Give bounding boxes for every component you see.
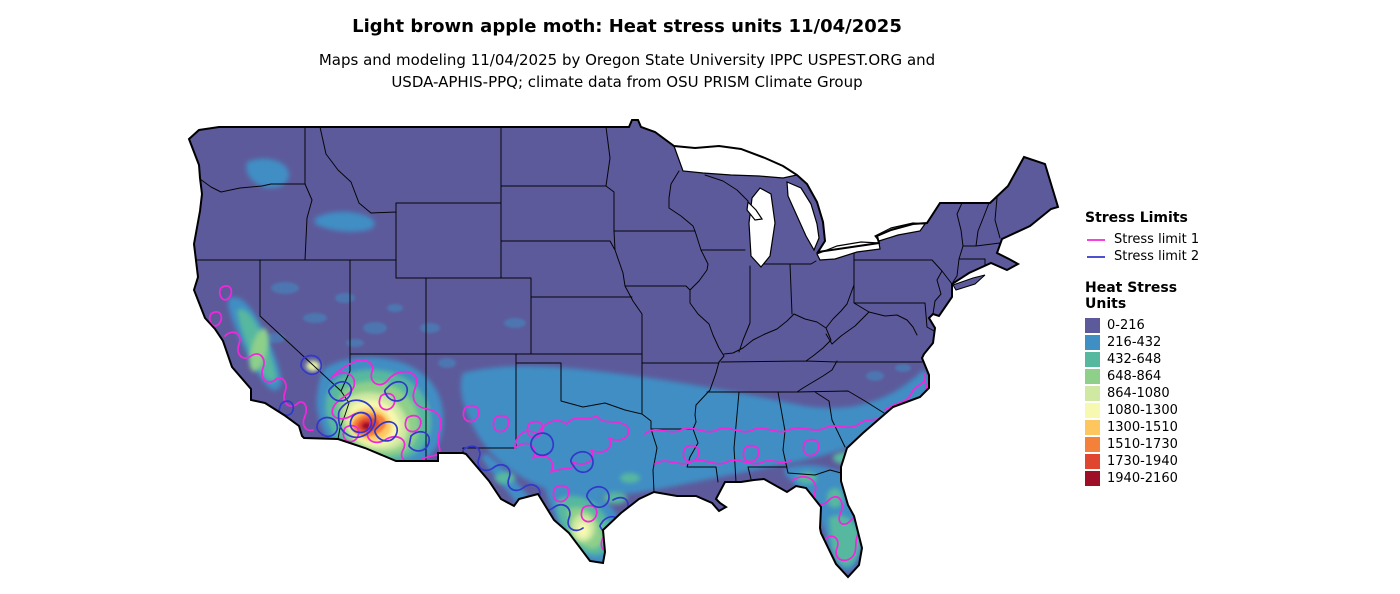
heat-units-title-line2: Units [1085,296,1127,312]
heat-class-label: 1300-1510 [1107,420,1178,435]
heat-class-swatch [1085,386,1100,401]
heat-class-label: 432-648 [1107,352,1162,367]
heat-class-swatch-icon [1085,318,1100,333]
legend-item-heat-class-3: 648-864 [1085,369,1235,384]
figure-subtitle-line1: Maps and modeling 11/04/2025 by Oregon S… [318,51,936,69]
heat-class-swatch [1085,369,1100,384]
legend-item-stress-limit-2: Stress limit 2 [1085,249,1235,264]
us-map-svg [188,119,1059,578]
lake-ontario [874,222,927,242]
stress-limits-legend-title: Stress Limits [1085,210,1188,226]
heat-class-swatch [1085,352,1100,367]
heat-class-swatch-icon [1085,386,1100,401]
heat-class-swatch-icon [1085,369,1100,384]
legend-item-stress-limit-1: Stress limit 1 [1085,232,1235,247]
heat-speckle [265,282,911,381]
heat-units-title-line1: Heat Stress [1085,280,1178,296]
legend-item-heat-class-1: 216-432 [1085,335,1235,350]
heat-class-swatch-icon [1085,420,1100,435]
heat-class-swatch-icon [1085,437,1100,452]
legend-item-heat-class-2: 432-648 [1085,352,1235,367]
heat-units-legend-title: Heat Stress Units [1085,280,1235,312]
heat-class-swatch-icon [1085,471,1100,486]
green-bay [746,200,764,221]
heat-class-label: 864-1080 [1107,386,1170,401]
heat-class-label: 0-216 [1107,318,1145,333]
lake-erie [816,241,881,261]
us-map [185,118,1065,590]
heat-class-swatch-icon [1085,454,1100,469]
legend-item-heat-class-9: 1940-2160 [1085,471,1235,486]
map-legend: Stress Limits Stress limit 1 Stress limi… [1085,210,1235,502]
heat-class-label: 1940-2160 [1107,471,1178,486]
heat-class-swatch [1085,437,1100,452]
legend-item-heat-class-4: 864-1080 [1085,386,1235,401]
stress-limits-legend: Stress Limits Stress limit 1 Stress limi… [1085,210,1235,264]
stress-limit-2-label: Stress limit 2 [1114,249,1200,264]
great-lakes [673,145,927,268]
heat-class-label: 1080-1300 [1107,403,1178,418]
heat-class-label: 1510-1730 [1107,437,1178,452]
legend-item-heat-class-8: 1730-1940 [1085,454,1235,469]
legend-item-heat-class-0: 0-216 [1085,318,1235,333]
state-borders [195,126,1001,493]
lake-huron [786,181,820,252]
stress-limit-2-line-icon [1087,255,1105,258]
heat-class-swatch [1085,471,1100,486]
heat-class-label: 648-864 [1107,369,1162,384]
heat-class-swatch [1085,420,1100,435]
legend-item-heat-class-6: 1300-1510 [1085,420,1235,435]
stress-limit-1-label: Stress limit 1 [1114,232,1200,247]
heat-class-swatch [1085,335,1100,350]
heat-stress-units-legend: Heat Stress Units 0-216 216-432 432-648 … [1085,280,1235,486]
figure-title: Light brown apple moth: Heat stress unit… [352,16,902,37]
heat-class-swatch-icon [1085,352,1100,367]
legend-item-heat-class-7: 1510-1730 [1085,437,1235,452]
heat-class-label: 1730-1940 [1107,454,1178,469]
heat-class-label: 216-432 [1107,335,1162,350]
heat-class-swatch-icon [1085,403,1100,418]
figure-subtitle-line2: USDA-APHIS-PPQ; climate data from OSU PR… [391,73,863,91]
heat-class-swatch-icon [1085,335,1100,350]
heat-class-swatch [1085,318,1100,333]
heat-class-swatch [1085,454,1100,469]
legend-item-heat-class-5: 1080-1300 [1085,403,1235,418]
figure-header: Light brown apple moth: Heat stress unit… [0,16,1254,93]
stress-limit-1-line-icon [1087,238,1105,241]
long-island [952,274,986,291]
heat-class-swatch [1085,403,1100,418]
